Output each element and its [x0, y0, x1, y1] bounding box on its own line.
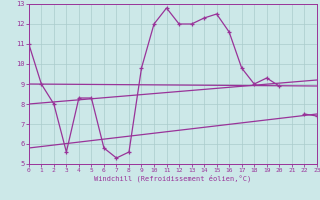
X-axis label: Windchill (Refroidissement éolien,°C): Windchill (Refroidissement éolien,°C): [94, 175, 252, 182]
